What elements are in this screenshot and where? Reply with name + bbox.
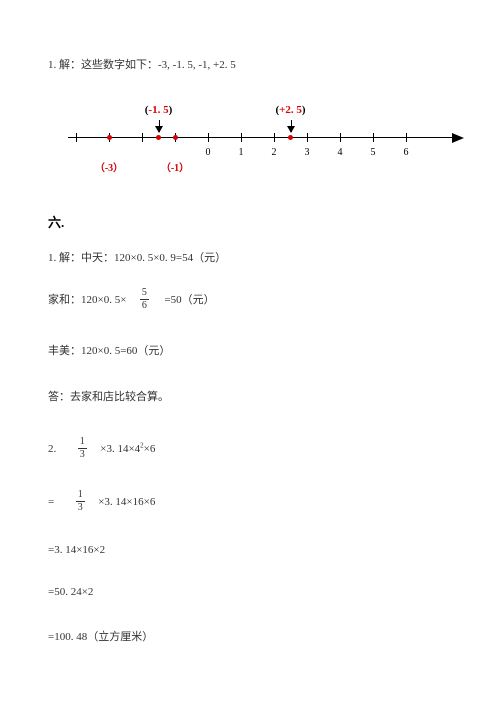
q2-line2: = 1 3 ×3. 14×16×6 [48,491,452,514]
q2-line5: =100. 48（立方厘米） [48,628,452,644]
plotted-point [107,135,112,140]
q2-label: 2. [48,443,56,455]
tick-mark [307,133,308,142]
q2b-rest: ×3. 14×16×6 [98,496,155,508]
p3-line: 丰美：120×0. 5=60（元） [48,342,452,358]
q2b-fraction: 1 3 [76,490,85,513]
tick-mark [241,133,242,142]
down-arrow-icon [159,120,160,132]
plotted-point [173,135,178,140]
upper-label: (+2. 5) [275,104,305,116]
q2-frac-den: 3 [78,449,87,460]
p4-text: 答：去家和店比较合算。 [48,391,169,403]
tick-mark [340,133,341,142]
q2-line4: =50. 24×2 [48,586,452,598]
p2-fraction: 5 6 [140,288,149,311]
tick-mark [373,133,374,142]
tick-label: 5 [371,147,376,158]
p2-line: 家和：120×0. 5× 5 6 =50（元） [48,289,452,312]
tick-mark [406,133,407,142]
p3-text: 丰美：120×0. 5=60（元） [48,345,170,357]
q2d-text: =50. 24×2 [48,586,93,598]
q2-line3: =3. 14×16×2 [48,544,452,556]
q2-line1: 2. 1 3 ×3. 14×42×6 [48,438,452,461]
tick-label: 6 [404,147,409,158]
tick-mark [76,133,77,142]
upper-label: (-1. 5) [145,104,173,116]
number-line: 0 1 2 3 4 5 6 （-1） （-3） (-1. 5) (+2. 5) [68,92,468,182]
tick-label: 3 [305,147,310,158]
p1-text: 1. 解：中天：120×0. 5×0. 9=54（元） [48,252,226,264]
p2-suffix: =50（元） [164,294,214,306]
tick-mark [142,133,143,142]
tick-mark [274,133,275,142]
p2-frac-num: 5 [140,288,149,300]
tick-label: 2 [272,147,277,158]
q2b-frac-den: 3 [76,502,85,513]
q2b-frac-num: 1 [76,490,85,502]
axis-arrowhead-icon [452,133,464,143]
plotted-point [288,135,293,140]
tick-label: 0 [206,147,211,158]
q2-rest-b: ×6 [144,443,156,455]
q1-line: 1. 解：这些数字如下：-3, -1. 5, -1, +2. 5 [48,56,452,72]
p2-prefix: 家和：120×0. 5× [48,294,126,306]
q2c-text: =3. 14×16×2 [48,544,105,556]
axis-line [68,137,452,138]
q2e-text: =100. 48（立方厘米） [48,631,153,643]
p1-line: 1. 解：中天：120×0. 5×0. 9=54（元） [48,249,452,265]
tick-label-highlight: （-1） [161,159,189,174]
section-six-heading: 六. [48,212,452,231]
down-arrow-icon [291,120,292,132]
q2-fraction: 1 3 [78,437,87,460]
tick-label-highlight: （-3） [95,159,123,174]
tick-label: 1 [239,147,244,158]
tick-label: 4 [338,147,343,158]
q2-frac-num: 1 [78,437,87,449]
plotted-point [156,135,161,140]
q2b-eq: = [48,496,54,508]
q1-text: 1. 解：这些数字如下：-3, -1. 5, -1, +2. 5 [48,59,236,71]
q2-rest-a: ×3. 14×4 [100,443,140,455]
tick-mark [208,133,209,142]
p2-frac-den: 6 [140,300,149,311]
p4-line: 答：去家和店比较合算。 [48,388,452,404]
